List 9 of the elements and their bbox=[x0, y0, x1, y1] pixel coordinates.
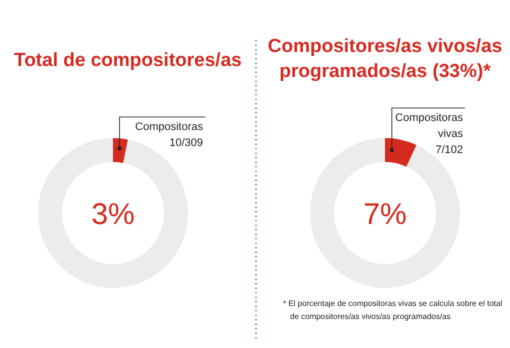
donut-slice bbox=[113, 138, 128, 164]
chart-title: Total de compositores/as bbox=[14, 50, 242, 71]
text: Compositoras vivas 7/102 bbox=[395, 112, 464, 156]
text: * El porcentaje de compositoras vivas se calcula sobre el total de compositores/as vivos/as programados/as bbox=[283, 299, 502, 321]
text: Compositoras 10/309 bbox=[135, 121, 204, 149]
text: 3% bbox=[91, 198, 135, 231]
text: 7% bbox=[363, 198, 407, 231]
chart-title: Compositores/as vivos/as programados/as (33%)* bbox=[268, 36, 502, 82]
donut-slice bbox=[385, 138, 417, 167]
